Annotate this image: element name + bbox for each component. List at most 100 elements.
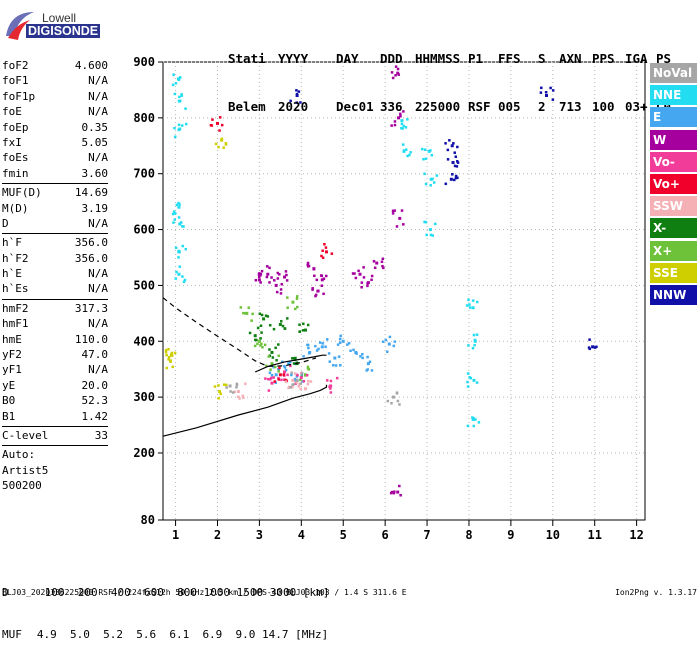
- echo-point: [368, 360, 372, 364]
- echo-point: [322, 292, 325, 296]
- echo-point: [389, 491, 393, 495]
- echo-point: [307, 368, 311, 371]
- legend-item-ssw: SSW: [650, 196, 697, 217]
- param-row: B1 1.42: [2, 409, 108, 424]
- echo-point: [298, 323, 301, 326]
- echo-point: [283, 275, 287, 279]
- echo-point: [213, 385, 217, 388]
- echo-point: [318, 341, 322, 344]
- echo-point: [180, 221, 183, 224]
- echo-point: [285, 279, 289, 282]
- echo-point: [385, 350, 389, 353]
- echo-point: [453, 164, 457, 168]
- echo-point: [181, 225, 184, 228]
- echo-point: [431, 234, 434, 237]
- echo-point: [361, 352, 364, 356]
- echo-point: [539, 91, 543, 94]
- echo-point: [354, 276, 358, 280]
- echo-point: [396, 399, 400, 403]
- echo-point: [253, 344, 257, 348]
- echo-point: [244, 382, 247, 386]
- echo-point: [380, 260, 384, 263]
- param-name: B0: [2, 394, 16, 408]
- echo-point: [473, 338, 477, 342]
- echo-point: [398, 484, 401, 488]
- echo-point: [393, 123, 397, 127]
- echo-point: [321, 342, 325, 345]
- param-value: 356.0: [74, 236, 108, 250]
- echo-point: [289, 364, 292, 368]
- echo-point: [283, 370, 287, 374]
- echo-point: [258, 312, 262, 316]
- echo-point: [295, 295, 299, 298]
- echo-point: [366, 282, 369, 285]
- echo-point: [275, 358, 278, 362]
- echo-point: [370, 274, 374, 278]
- echo-point: [375, 261, 379, 265]
- echo-point: [319, 274, 323, 277]
- echo-point: [238, 397, 241, 400]
- echo-point: [182, 280, 186, 284]
- param-row: hmF2 317.3: [2, 301, 108, 316]
- echo-point: [261, 346, 264, 349]
- echo-point: [307, 379, 310, 383]
- echo-point: [245, 311, 249, 315]
- logo-swoosh-icon: [6, 12, 34, 40]
- echo-point: [473, 343, 476, 347]
- echo-point: [250, 319, 253, 322]
- echo-point: [270, 362, 274, 366]
- echo-point: [393, 490, 396, 493]
- echo-point: [320, 345, 324, 349]
- file-info: BLJ03_2020336225000.RSF / 224fx512h 50 k…: [2, 588, 407, 597]
- header-value-6: 005: [498, 99, 521, 114]
- header-label-7: S: [538, 51, 546, 66]
- param-value: N/A: [88, 105, 108, 119]
- echo-point: [258, 272, 261, 275]
- echo-point: [300, 374, 304, 377]
- echo-point: [297, 384, 300, 388]
- header-label-4: HHMMSS: [415, 51, 461, 66]
- echo-point: [278, 323, 282, 327]
- param-value: 5.05: [81, 135, 109, 149]
- echo-point: [257, 275, 261, 279]
- echo-point: [450, 144, 454, 148]
- param-value: N/A: [88, 89, 108, 103]
- header-label-2: DAY: [336, 51, 359, 66]
- echo-point: [281, 324, 285, 328]
- param-value: N/A: [88, 282, 108, 296]
- echo-point: [173, 351, 177, 355]
- echo-point: [430, 153, 434, 157]
- echo-point: [290, 371, 293, 374]
- param-note: 500200: [2, 479, 42, 493]
- logo-line1: Lowell: [42, 11, 77, 25]
- echo-point: [456, 176, 459, 180]
- echo-point: [406, 154, 409, 158]
- param-value: N/A: [88, 216, 108, 230]
- y-tick-label: 200: [133, 446, 155, 460]
- echo-point: [396, 71, 400, 75]
- legend-item-x-: X+: [650, 240, 697, 261]
- echo-point: [286, 306, 289, 309]
- param-name: fxI: [2, 135, 22, 149]
- param-note: Auto:: [2, 448, 36, 462]
- echo-point: [404, 126, 408, 129]
- echo-point: [167, 358, 170, 361]
- echo-point: [427, 149, 431, 153]
- param-divider: [2, 233, 108, 235]
- echo-point: [390, 402, 393, 405]
- echo-point: [295, 101, 298, 104]
- echo-point: [178, 99, 182, 103]
- echo-point: [263, 343, 267, 347]
- param-row: h`Es N/A: [2, 281, 108, 296]
- echo-point: [271, 356, 275, 359]
- param-name: foF2: [2, 59, 29, 72]
- param-name: h`Es: [2, 282, 29, 296]
- echo-point: [167, 355, 171, 359]
- header-label-5: P1: [468, 51, 484, 66]
- echo-point: [393, 340, 397, 343]
- echo-point: [165, 353, 168, 357]
- echo-point: [452, 142, 455, 145]
- param-divider: [2, 445, 108, 447]
- param-name: hmE: [2, 332, 22, 346]
- echo-point: [448, 139, 451, 142]
